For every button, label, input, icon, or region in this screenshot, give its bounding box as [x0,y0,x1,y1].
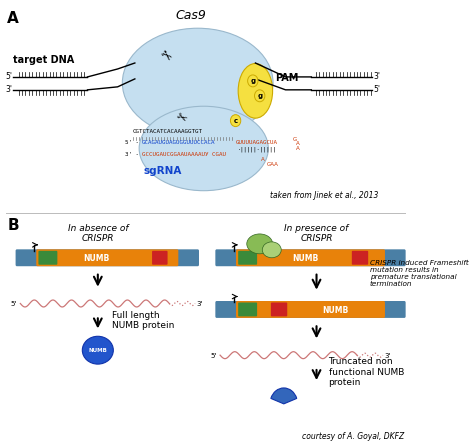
Text: CRISPR induced Frameshift
mutation results in
premature translational
terminatio: CRISPR induced Frameshift mutation resul… [370,260,469,287]
Text: 3': 3' [384,353,391,359]
Text: GUUUUAGAGCUA: GUUUUAGAGCUA [236,141,278,146]
FancyBboxPatch shape [236,249,385,266]
FancyBboxPatch shape [152,251,168,265]
Wedge shape [271,388,297,404]
Text: 5': 5' [6,73,13,81]
Ellipse shape [82,336,113,364]
Text: g: g [257,93,262,99]
Text: NUMB: NUMB [83,254,109,263]
Text: Cas9: Cas9 [175,9,206,22]
Text: ·|||||·|||||: ·|||||·||||| [237,146,276,152]
Text: sgRNA: sgRNA [144,166,182,176]
FancyBboxPatch shape [236,301,385,318]
Ellipse shape [238,64,273,118]
Ellipse shape [247,234,273,254]
Ellipse shape [122,28,273,138]
Text: NUMB: NUMB [275,405,292,410]
Text: target DNA: target DNA [13,55,75,65]
FancyBboxPatch shape [36,249,178,266]
Text: A: A [296,146,300,151]
Text: NUMB: NUMB [292,254,319,263]
FancyBboxPatch shape [16,249,199,266]
Text: GCCUGAUCGGAAUAAAAUУ CGAU: GCCUGAUCGGAAUAAAAUУ CGAU [142,153,226,158]
Text: A: A [296,142,300,146]
Text: NUMB: NUMB [322,306,348,315]
FancyBboxPatch shape [215,249,406,266]
Circle shape [230,115,241,126]
Text: 3': 3' [374,73,380,81]
FancyBboxPatch shape [238,303,257,316]
Text: GAA: GAA [266,162,278,167]
Text: 3' -: 3' - [125,153,138,158]
FancyBboxPatch shape [215,301,406,318]
Text: 3': 3' [196,301,202,307]
Text: In presence of
CRISPR: In presence of CRISPR [284,224,349,243]
FancyBboxPatch shape [352,251,368,265]
Text: PAM: PAM [275,73,299,83]
Ellipse shape [139,106,268,191]
Text: G: G [292,137,297,142]
Text: 5' -: 5' - [125,141,138,146]
FancyBboxPatch shape [238,251,257,265]
Text: 5': 5' [210,353,217,359]
FancyBboxPatch shape [271,303,287,316]
Text: GCAGAUGUAGUGGUUUCCACA: GCAGAUGUAGUGGUUUCCACA [142,141,215,146]
Text: 3': 3' [6,85,13,94]
Text: NUMB: NUMB [88,348,107,353]
Text: B: B [8,218,19,233]
Circle shape [255,90,265,102]
Text: courtesy of A. Goyal, DKFZ: courtesy of A. Goyal, DKFZ [302,432,404,441]
Circle shape [247,75,258,87]
Text: A: A [8,11,19,26]
Text: 5': 5' [10,301,17,307]
Text: ✂: ✂ [173,110,188,127]
Text: Truncated non
functional NUMB
protein: Truncated non functional NUMB protein [328,357,404,387]
FancyBboxPatch shape [38,251,57,265]
Text: Full length
NUMB protein: Full length NUMB protein [111,311,174,330]
Text: CGTCTACATCACAAAGGTGT: CGTCTACATCACAAAGGTGT [132,129,202,134]
Text: g: g [250,78,255,84]
Text: c: c [234,117,237,124]
Text: A: A [262,158,265,162]
Text: In absence of
CRISPR: In absence of CRISPR [68,224,128,243]
Text: ✂: ✂ [156,47,174,65]
Text: taken from Jinek et al., 2013: taken from Jinek et al., 2013 [270,191,379,200]
Ellipse shape [262,242,281,258]
Text: 5': 5' [374,85,380,94]
